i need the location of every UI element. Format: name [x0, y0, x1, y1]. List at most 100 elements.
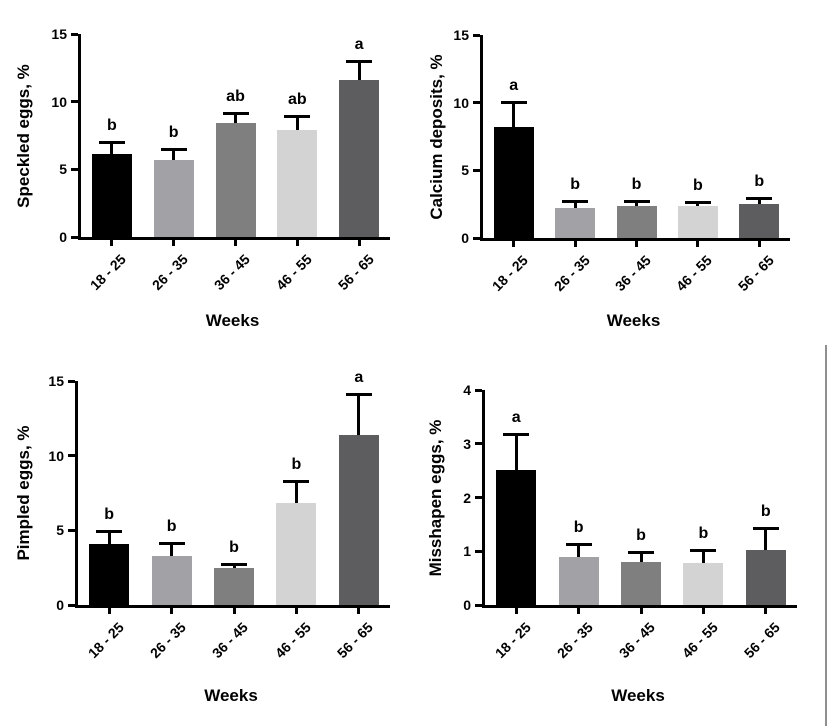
- x-tick-label: 46 - 55: [271, 619, 314, 662]
- bar-26-35: [153, 159, 194, 237]
- y-tick-label: 15: [51, 26, 67, 42]
- x-axis-title: Weeks: [606, 311, 661, 330]
- x-axis-tick: [232, 608, 236, 614]
- error-bar-cap: [96, 530, 123, 534]
- y-tick-label: 10: [51, 93, 67, 110]
- error-bar-cap: [346, 59, 373, 63]
- x-axis-tick: [577, 608, 581, 614]
- x-axis-tick: [295, 240, 299, 246]
- error-bar-cap: [690, 548, 717, 552]
- y-tick-label: 5: [59, 161, 67, 178]
- x-tick-label: 26 - 35: [148, 251, 192, 294]
- bar-56-65: [739, 204, 780, 238]
- y-tick-label: 4: [463, 382, 471, 398]
- significance-letter: b: [693, 177, 703, 195]
- x-axis-tick: [639, 608, 643, 614]
- plot-area: 0 5 10 15 b 18 - 25 b 26 - 35 b 36 - 45 b 46 - 55 a 5…: [48, 369, 390, 661]
- error-bar-line: [172, 147, 176, 160]
- significance-letter: b: [570, 176, 580, 194]
- y-axis-tick: [475, 496, 482, 499]
- y-axis-tick: [473, 236, 480, 240]
- y-tick-label: 0: [463, 597, 471, 613]
- y-axis-tick: [68, 379, 75, 383]
- x-tick-label: 36 - 45: [210, 251, 253, 294]
- error-bar-cap: [562, 200, 589, 204]
- y-axis-title: Speckled eggs, %: [14, 63, 33, 208]
- error-bar-line: [294, 479, 298, 504]
- x-tick-label: 26 - 35: [553, 619, 596, 662]
- x-tick-label: 46 - 55: [272, 251, 315, 294]
- significance-letter: b: [107, 116, 117, 134]
- significance-letter: a: [354, 368, 364, 386]
- error-bar-line: [295, 115, 299, 131]
- error-bar-cap: [283, 479, 310, 483]
- bar-18-25: [91, 154, 132, 237]
- significance-letter: b: [229, 539, 239, 557]
- plot-area: 0 5 10 15 b 18 - 25 b 26 - 35 ab 36 - 45 ab 46 - 55…: [51, 26, 390, 293]
- significance-letter: b: [698, 524, 709, 542]
- x-tick-label: 56 - 65: [734, 252, 777, 295]
- y-axis-tick: [71, 235, 78, 239]
- y-tick-label: 0: [59, 229, 67, 245]
- error-bar-line: [512, 101, 516, 128]
- bar-36-45: [616, 205, 657, 238]
- chart-pimpled-eggs: Pimpled eggs, % 0 5 10 15 b 18 - 25 b 26 - 35 b 3…: [0, 340, 414, 726]
- error-bar-line: [757, 197, 761, 205]
- error-bar-cap: [345, 392, 372, 396]
- bar-46-55: [683, 563, 724, 605]
- x-tick-label: 56 - 65: [333, 619, 377, 662]
- y-axis-title: Calcium deposits, %: [427, 53, 446, 220]
- x-axis-title: Weeks: [611, 686, 665, 705]
- x-axis-tick: [757, 241, 761, 247]
- y-tick-label: 10: [453, 94, 469, 111]
- error-bar-cap: [746, 197, 773, 201]
- bar-26-35: [558, 557, 599, 605]
- significance-letter: b: [573, 518, 584, 536]
- x-axis-tick: [170, 608, 174, 614]
- error-bar-line: [701, 548, 705, 564]
- bar-56-65: [339, 80, 380, 237]
- significance-letter: b: [754, 173, 765, 191]
- x-tick-label: 36 - 45: [209, 619, 252, 662]
- error-bar-cap: [628, 551, 654, 555]
- error-bar-cap: [503, 433, 530, 436]
- x-axis-tick: [357, 240, 361, 246]
- bar-36-45: [621, 562, 661, 605]
- y-axis-tick: [71, 32, 78, 36]
- significance-letter: ab: [287, 91, 307, 109]
- significance-letter: a: [509, 77, 519, 95]
- chart-speckled-eggs: Speckled eggs, % 0 5 10 15 b 18 - 25 b 26 - 35 a…: [0, 0, 414, 340]
- y-tick-label: 1: [463, 543, 471, 560]
- error-bar-cap: [222, 112, 249, 116]
- y-axis-tick: [71, 100, 78, 104]
- x-axis-tick: [234, 240, 237, 246]
- y-tick-label: 3: [463, 435, 471, 452]
- error-bar-cap: [565, 542, 592, 546]
- x-axis-title: Weeks: [204, 686, 258, 705]
- x-axis-tick: [514, 608, 518, 614]
- y-axis-tick: [473, 101, 480, 105]
- x-axis-tick: [635, 241, 638, 247]
- page-edge-line: [825, 345, 827, 726]
- y-axis-tick: [475, 442, 482, 446]
- x-axis-title: Weeks: [205, 311, 260, 330]
- x-tick-label: 36 - 45: [611, 252, 654, 295]
- bar-26-35: [555, 208, 596, 238]
- error-bar-cap: [284, 115, 311, 119]
- y-tick-label: 0: [56, 597, 64, 613]
- x-tick-label: 18 - 25: [87, 251, 130, 294]
- x-axis-tick: [696, 241, 700, 247]
- y-axis-tick: [68, 454, 75, 458]
- significance-letter: b: [104, 506, 115, 524]
- y-tick-label: 2: [463, 489, 471, 506]
- error-bar-line: [577, 542, 581, 558]
- bar-26-35: [151, 555, 192, 605]
- plot-area: 0 1 2 3 4 a 18 - 25 b 26 - 35 b 36 - 45 b 46 - 55 b 56…: [463, 382, 797, 661]
- significance-letter: b: [166, 518, 177, 536]
- x-axis-tick: [512, 241, 516, 247]
- y-axis-tick: [473, 33, 480, 37]
- significance-letter: b: [168, 123, 179, 141]
- y-tick-label: 5: [461, 162, 469, 179]
- error-bar-cap: [500, 101, 527, 105]
